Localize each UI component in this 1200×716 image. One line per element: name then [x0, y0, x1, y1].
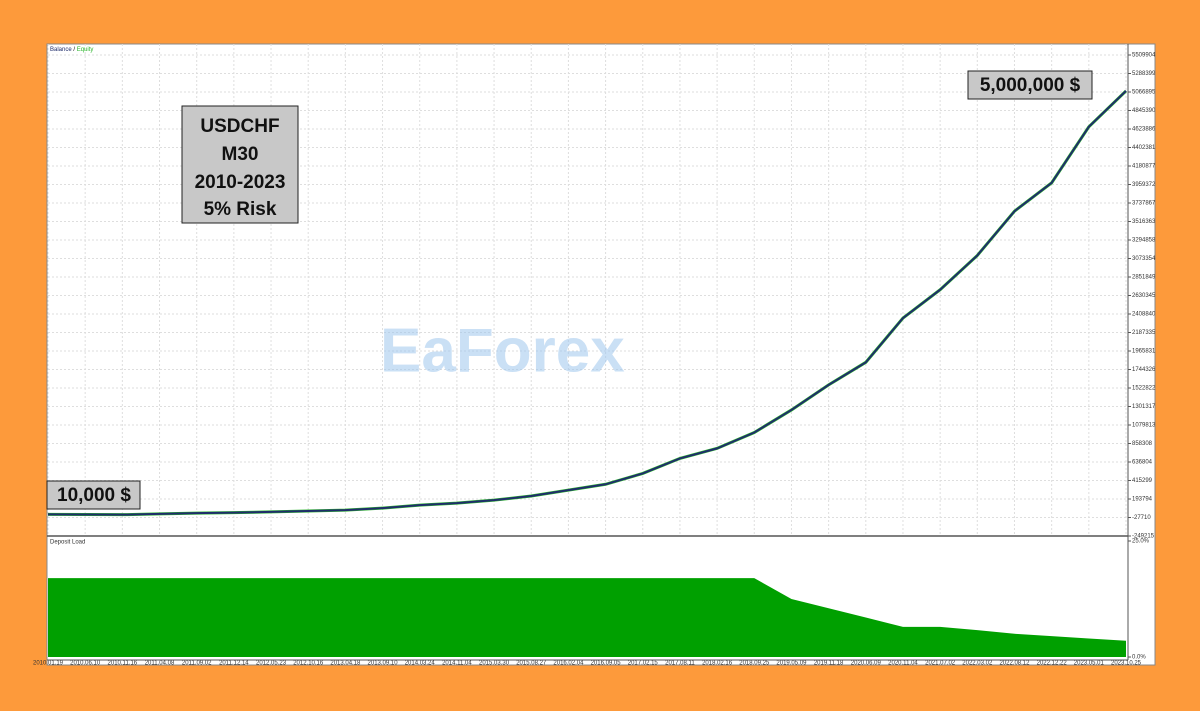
info-text: 2010-2023 — [195, 172, 286, 193]
legend-entry: Equity — [77, 47, 94, 53]
legend-entry: Balance — [50, 47, 72, 53]
x-tick-label: 2011.09.02 — [182, 661, 212, 667]
info-text: M30 — [222, 144, 259, 165]
legend: Balance / Equity — [50, 47, 93, 53]
y-tick-label: 4180877 — [1132, 164, 1156, 170]
y-tick-label: 4845390 — [1132, 108, 1156, 114]
marks: 2010.01.19 2010.06.10 2010.11.16 2011.04.08… — [33, 89, 1142, 667]
x-tick-label: 2023.05.01 — [1074, 661, 1105, 667]
x-tick-label: 2018.02.16 — [702, 661, 733, 667]
y-tick-label: 193794 — [1132, 497, 1153, 503]
x-tick-label: 2016.09.05 — [591, 661, 622, 667]
x-tick-label: 2015.08.27 — [516, 661, 547, 667]
watermark: EaForex — [380, 316, 625, 385]
y-tick-label: 5509904 — [1132, 53, 1156, 59]
subchart-title: Deposit Load — [50, 540, 85, 546]
x-tick-label: 2010.06.10 — [70, 661, 101, 667]
y-tick-label: 3516363 — [1132, 219, 1156, 225]
x-tick-label: 2022.12.22 — [1037, 661, 1068, 667]
y-tick-label: 2408840 — [1132, 312, 1156, 318]
x-tick-label: 2013.09.10 — [368, 661, 399, 667]
y-tick-label: 858308 — [1132, 441, 1153, 447]
y-tick-label: 2630345 — [1132, 293, 1156, 299]
x-tick-label: 2016.02.04 — [553, 661, 584, 667]
x-tick-label: 2015.03.30 — [479, 661, 510, 667]
y-tick-label: 3294858 — [1132, 238, 1156, 244]
x-tick-label: 2012.10.16 — [293, 661, 324, 667]
y-tick-label: 3959372 — [1132, 182, 1156, 188]
y-tick-label: 4402381 — [1132, 145, 1156, 151]
x-tick-label: 2014.03.24 — [405, 661, 436, 667]
x-tick-label: 2022.08.12 — [999, 661, 1030, 667]
annotation: 10,000 $ — [57, 485, 131, 506]
annotation-box — [46, 480, 141, 510]
y-tick-label: 415299 — [1132, 478, 1153, 484]
y-tick-label: 3737867 — [1132, 201, 1156, 207]
x-tick-label: 2021.07.02 — [925, 661, 956, 667]
x-tick-label: 2013.04.18 — [330, 661, 361, 667]
annotation: 5,000,000 $ — [980, 75, 1081, 96]
y-tick-label: 4623886 — [1132, 127, 1156, 133]
info-box — [181, 105, 299, 224]
x-tick-label: 2019.05.09 — [776, 661, 807, 667]
x-tick-label: 2023.10.25 — [1111, 661, 1142, 667]
x-tick-label: 2012.05.23 — [256, 661, 287, 667]
x-tick-label: 2018.09.25 — [739, 661, 770, 667]
x-tick-label: 2020.11.04 — [888, 661, 918, 667]
x-tick-label: 2017.02.15 — [628, 661, 659, 667]
y-tick-label: 2187335 — [1132, 330, 1156, 336]
x-tick-label: 2010.11.16 — [108, 661, 138, 667]
x-tick-label: 2019.11.18 — [814, 661, 844, 667]
y-tick-label: 0.0% — [1132, 655, 1146, 661]
y-tick-label: 1301317 — [1132, 404, 1156, 410]
y-tick-label: 1965831 — [1132, 349, 1156, 355]
x-tick-label: 2011.04.08 — [145, 661, 175, 667]
y-tick-label: 1744326 — [1132, 367, 1156, 373]
x-tick-label: 2010.01.19 — [33, 661, 64, 667]
y-tick-label: -249215 — [1132, 534, 1155, 540]
grid: -249215 -27710 193794 415299 636804 858308 107… — [47, 44, 1156, 661]
series-line — [47, 90, 1127, 516]
annotation-box — [967, 70, 1093, 100]
deposit-area — [48, 578, 1126, 657]
x-tick-label: 2022.03.02 — [962, 661, 993, 667]
info-text: USDCHF — [200, 116, 279, 137]
y-tick-label: -27710 — [1132, 515, 1151, 521]
y-tick-label: 5288399 — [1132, 71, 1156, 77]
y-tick-label: 1522822 — [1132, 386, 1156, 392]
y-tick-label: 5066895 — [1132, 90, 1156, 96]
x-tick-label: 2020.06.09 — [851, 661, 882, 667]
y-tick-label: 636804 — [1132, 460, 1153, 466]
y-tick-label: 25.0% — [1132, 539, 1150, 545]
info-text: 5% Risk — [204, 199, 277, 220]
y-tick-label: 1079813 — [1132, 423, 1156, 429]
y-tick-label: 2851849 — [1132, 275, 1156, 281]
legend-sep: / — [72, 47, 77, 53]
y-tick-label: 3073354 — [1132, 256, 1156, 262]
x-tick-label: 2011.12.14 — [219, 661, 249, 667]
x-tick-label: 2017.08.11 — [665, 661, 695, 667]
x-tick-label: 2014.11.04 — [442, 661, 472, 667]
